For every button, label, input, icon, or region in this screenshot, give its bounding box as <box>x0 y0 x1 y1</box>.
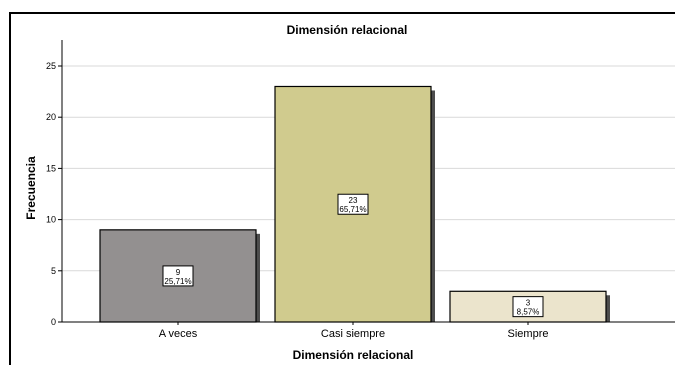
y-axis-title: Frecuencia <box>24 156 38 220</box>
data-label-count: 9 <box>176 268 181 277</box>
data-label-box <box>162 265 194 287</box>
x-axis-title: Dimensión relacional <box>293 348 414 362</box>
x-tick-label: A veces <box>159 328 198 340</box>
data-label-percent: 8,57% <box>517 308 540 317</box>
y-tick-label: 10 <box>46 215 56 225</box>
chart-title: Dimensión relacional <box>287 23 408 37</box>
chart-frame <box>9 12 675 365</box>
x-tick-label: Siempre <box>508 328 549 340</box>
data-label-box <box>512 296 544 318</box>
data-label-count: 3 <box>526 299 531 308</box>
data-label-count: 23 <box>349 196 358 205</box>
data-label-box <box>337 193 369 215</box>
data-label-percent: 65,71% <box>339 205 366 214</box>
y-tick-label: 15 <box>46 163 56 173</box>
y-tick-label: 5 <box>51 266 56 276</box>
y-tick-label: 25 <box>46 61 56 71</box>
data-label-percent: 25,71% <box>164 277 191 286</box>
x-tick-label: Casi siempre <box>321 328 385 340</box>
y-tick-label: 20 <box>46 112 56 122</box>
y-tick-label: 0 <box>51 317 56 327</box>
